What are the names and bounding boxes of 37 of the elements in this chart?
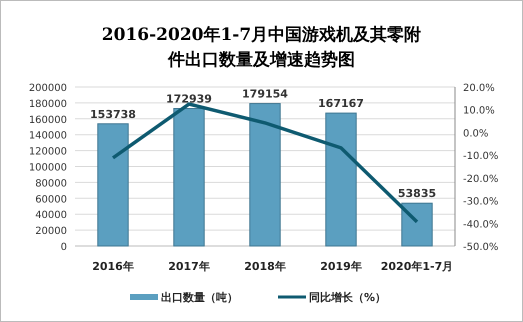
- data-label: 153738: [90, 108, 136, 121]
- data-label: 172939: [166, 92, 212, 106]
- y2-tick-label: 10.0%: [463, 106, 495, 117]
- y-tick-label: 160000: [28, 114, 67, 126]
- y2-tick-label: 20.0%: [463, 83, 495, 94]
- y-tick-label: 20000: [35, 226, 67, 238]
- y-tick-label: 180000: [28, 98, 67, 110]
- x-tick-label: 2018年: [244, 260, 286, 273]
- y-tick-label: 80000: [35, 178, 67, 190]
- bar: [97, 123, 129, 246]
- x-tick-label: 2019年: [320, 260, 362, 273]
- y-tick-label: 140000: [28, 130, 67, 142]
- bar: [325, 112, 357, 246]
- y2-tick-label: -50.0%: [463, 242, 498, 253]
- y-tick-label: 0: [60, 242, 67, 253]
- y2-tick-label: -20.0%: [463, 174, 498, 185]
- y-tick-label: 100000: [28, 162, 67, 174]
- legend-label: 出口数量（吨）: [161, 291, 238, 304]
- x-tick-label: 2016年: [92, 260, 134, 273]
- bar: [401, 202, 433, 246]
- chart-title: 2016-2020年1-7月中国游戏机及其零附件出口数量及增速趋势图: [102, 25, 422, 70]
- y-tick-label: 200000: [28, 83, 67, 94]
- data-label: 179154: [242, 88, 288, 101]
- data-label: 53835: [398, 187, 436, 200]
- bar: [173, 108, 205, 246]
- x-tick-label: 2020年1-7月: [380, 260, 454, 273]
- y-tick-label: 40000: [35, 210, 67, 222]
- y-tick-label: 120000: [28, 146, 67, 158]
- data-label: 167167: [318, 97, 364, 110]
- y2-tick-label: -40.0%: [463, 219, 498, 230]
- legend-label: 同比增长（%）: [309, 291, 386, 304]
- y2-tick-label: -10.0%: [463, 151, 498, 162]
- y2-tick-label: 0.0%: [463, 128, 488, 140]
- y-tick-label: 60000: [35, 194, 67, 206]
- bar: [249, 103, 281, 246]
- x-tick-label: 2017年: [168, 260, 210, 273]
- y2-tick-label: -30.0%: [463, 196, 498, 208]
